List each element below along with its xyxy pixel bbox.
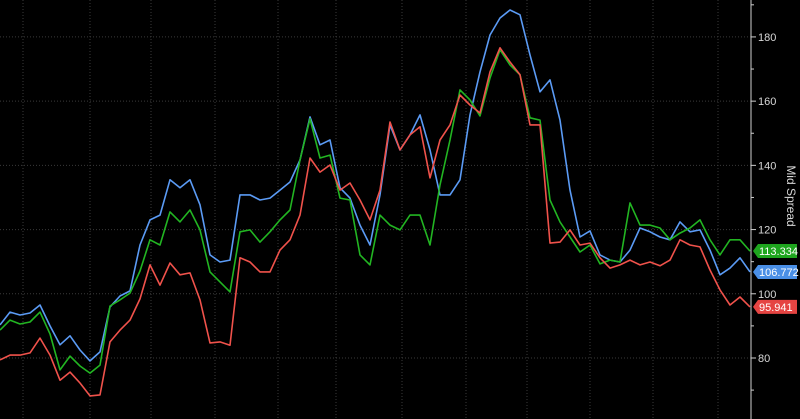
y-tick-label: 180 xyxy=(758,32,776,44)
value-label-text: 113.334 xyxy=(759,246,798,258)
value-flag xyxy=(753,265,797,280)
series-line-0 xyxy=(0,9,751,362)
y-tick-label: 120 xyxy=(758,225,776,237)
last-value-label-1: 113.334 xyxy=(753,243,798,258)
y-axis-ticks: 80 100 120 140 160 180 xyxy=(751,4,776,391)
last-value-label-0: 106.772 xyxy=(753,265,799,280)
value-flag xyxy=(753,243,797,258)
y-tick-label: 80 xyxy=(758,353,770,365)
value-flag xyxy=(753,299,797,314)
y-axis-title: Mid Spread xyxy=(784,165,798,226)
gridlines xyxy=(0,0,751,419)
y-tick-label: 140 xyxy=(758,160,776,172)
value-label-text: 106.772 xyxy=(759,267,799,279)
y-tick-label: 160 xyxy=(758,96,776,108)
y-tick-label: 100 xyxy=(758,289,776,301)
last-value-label-2: 95.941 xyxy=(753,299,797,314)
series-lines xyxy=(0,9,751,397)
series-line-1 xyxy=(0,48,751,374)
value-label-text: 95.941 xyxy=(759,302,793,314)
last-value-labels: 106.772 113.334 95.941 xyxy=(753,243,799,314)
series-line-2 xyxy=(0,46,751,397)
